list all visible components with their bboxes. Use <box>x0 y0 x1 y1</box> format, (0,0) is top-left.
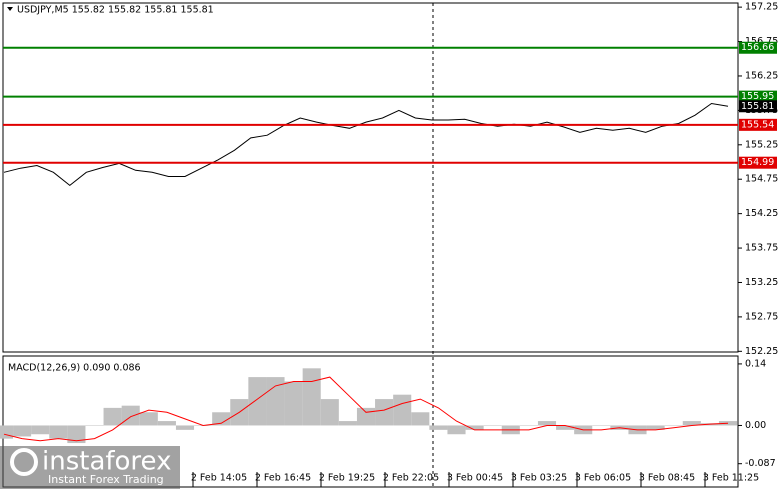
histogram-bar <box>356 407 376 426</box>
level-label-bg <box>739 118 777 131</box>
level-label: 156.66 <box>741 42 774 53</box>
histogram-bar <box>646 425 665 430</box>
x-tick-label: 3 Feb 11:25 <box>703 473 759 484</box>
histogram-bar <box>519 425 538 426</box>
histogram-bar <box>0 425 14 439</box>
y-tick-label: 152.75 <box>745 311 778 322</box>
histogram-bar <box>121 405 140 426</box>
histogram-bar <box>320 399 339 426</box>
x-tick-label: 3 Feb 06:05 <box>575 473 631 484</box>
macd-title: MACD(12,26,9) 0.090 0.086 <box>8 363 141 374</box>
histogram-bar <box>393 394 412 426</box>
histogram-bar <box>13 425 32 437</box>
histogram-bar <box>429 425 448 430</box>
histogram-bar <box>592 425 611 426</box>
histogram-bar <box>248 377 267 426</box>
y-tick-label: 0.14 <box>745 358 766 369</box>
histogram-bar <box>447 425 466 435</box>
y-tick-label: 154.25 <box>745 208 778 219</box>
histogram-bar <box>157 421 176 426</box>
watermark-brand: instaforex <box>42 447 171 477</box>
y-tick-label: 153.75 <box>745 243 778 254</box>
histogram-bar <box>302 368 321 426</box>
y-tick-label: 153.25 <box>745 277 778 288</box>
level-label: 154.99 <box>741 157 774 168</box>
level-label-bg <box>739 90 777 103</box>
histogram-bar <box>664 425 683 426</box>
histogram-bar <box>103 407 122 426</box>
x-tick-label: 2 Feb 14:05 <box>191 473 247 484</box>
x-tick-label: 2 Feb 22:05 <box>383 473 439 484</box>
y-tick-label: 155.25 <box>745 139 778 150</box>
level-label: 155.54 <box>741 119 774 130</box>
y-tick-label: 0.00 <box>745 420 766 431</box>
histogram-bar <box>411 412 430 426</box>
histogram-bar <box>718 421 738 426</box>
level-label-bg <box>739 156 777 169</box>
main-panel <box>2 2 739 353</box>
chart-title: USDJPY,M5 155.82 155.82 155.81 155.81 <box>17 5 214 16</box>
current-price-bg <box>739 100 777 113</box>
histogram-bar <box>175 425 195 430</box>
watermark-tagline: Instant Forex Trading <box>48 473 164 486</box>
histogram-bar <box>67 425 86 444</box>
y-tick-label: 156.25 <box>745 70 778 81</box>
histogram-bar <box>338 421 357 426</box>
x-tick-label: 3 Feb 00:45 <box>447 473 503 484</box>
y-tick-label: 156.75 <box>745 36 778 47</box>
histogram-bar <box>483 425 502 426</box>
current-price-label: 155.81 <box>741 101 774 112</box>
histogram-bar <box>85 425 104 426</box>
macd-panel <box>2 355 739 488</box>
price-line <box>3 102 729 187</box>
histogram-bar <box>682 421 701 426</box>
signal-line <box>3 376 729 442</box>
x-tick-label: 2 Feb 19:25 <box>319 473 375 484</box>
watermark-logo <box>10 448 38 476</box>
menu-arrow <box>7 7 13 11</box>
y-tick-label: 152.25 <box>745 346 778 357</box>
histogram-bar <box>537 421 557 426</box>
x-tick-label: 3 Feb 03:25 <box>511 473 567 484</box>
histogram-bar <box>556 425 575 430</box>
x-tick-label: 3 Feb 08:45 <box>639 473 695 484</box>
watermark: instaforex Instant Forex Trading <box>0 446 180 489</box>
y-tick-label: -0.087 <box>745 458 776 469</box>
histogram-bar <box>31 425 50 435</box>
level-label-bg <box>739 41 777 54</box>
x-tick-label: 2 Feb 16:45 <box>255 473 311 484</box>
histogram-bar <box>49 425 68 439</box>
histogram-bar <box>465 425 484 430</box>
y-tick-label: 154.75 <box>745 174 778 185</box>
histogram-bar <box>375 399 394 426</box>
histogram-bar <box>212 412 231 426</box>
histogram-bar <box>284 381 303 426</box>
level-label: 155.95 <box>741 91 774 102</box>
y-tick-label: 157.25 <box>745 2 778 13</box>
histogram-bar <box>139 412 158 426</box>
